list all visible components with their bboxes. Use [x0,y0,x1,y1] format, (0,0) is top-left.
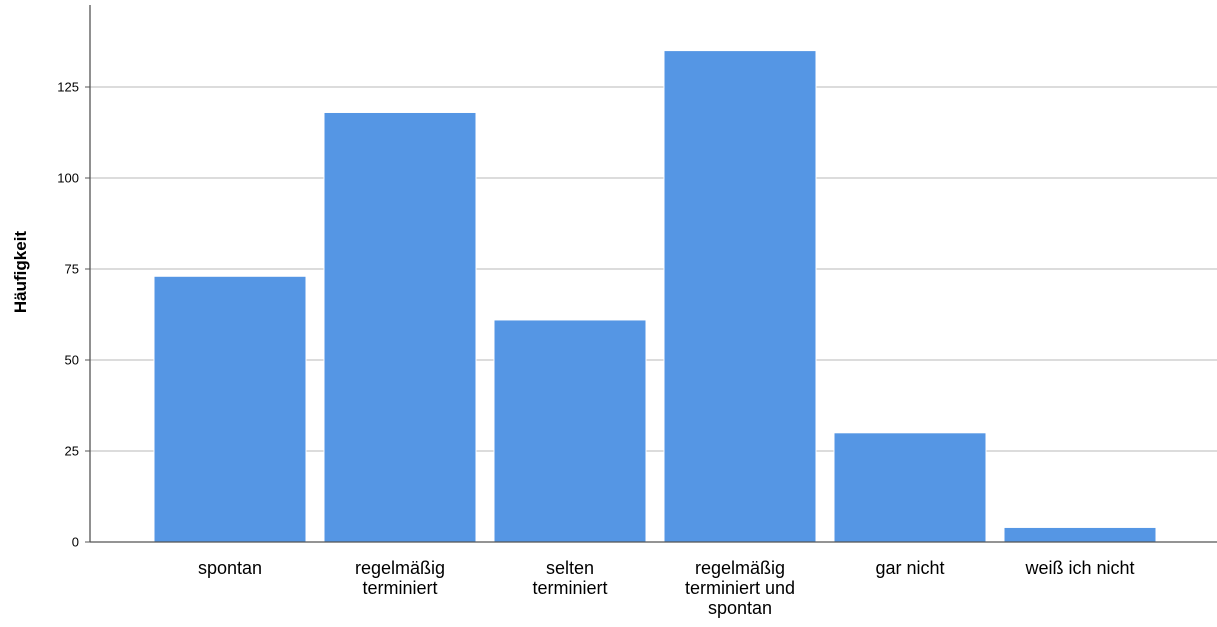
y-tick-label: 100 [57,171,79,186]
bar [493,319,647,543]
x-tick-label: spontan [198,558,262,578]
y-axis-label: Häufigkeit [11,231,30,314]
axes [89,5,1217,543]
x-tick-label: spontan [708,598,772,618]
bar [833,432,987,543]
bar [663,50,817,543]
x-tick-label: terminiert [532,578,607,598]
x-tick-label: selten [546,558,594,578]
bar [1003,526,1157,543]
y-tick-label: 75 [65,262,79,277]
y-tick-labels: 0 25 50 75 100 125 [57,80,90,550]
x-tick-label: weiß ich nicht [1024,558,1134,578]
bars [153,50,1157,543]
x-tick-label: terminiert [362,578,437,598]
x-tick-label: regelmäßig [355,558,445,578]
y-tick-label: 25 [65,444,79,459]
y-tick-label: 50 [65,353,79,368]
bar [323,111,477,543]
y-tick-label: 125 [57,80,79,95]
x-tick-label: terminiert und [685,578,795,598]
x-tick-label: regelmäßig [695,558,785,578]
x-tick-label: gar nicht [875,558,944,578]
bar [153,275,307,543]
x-tick-labels: spontan regelmäßigterminiertseltentermini… [198,558,1135,618]
y-tick-label: 0 [72,535,79,550]
